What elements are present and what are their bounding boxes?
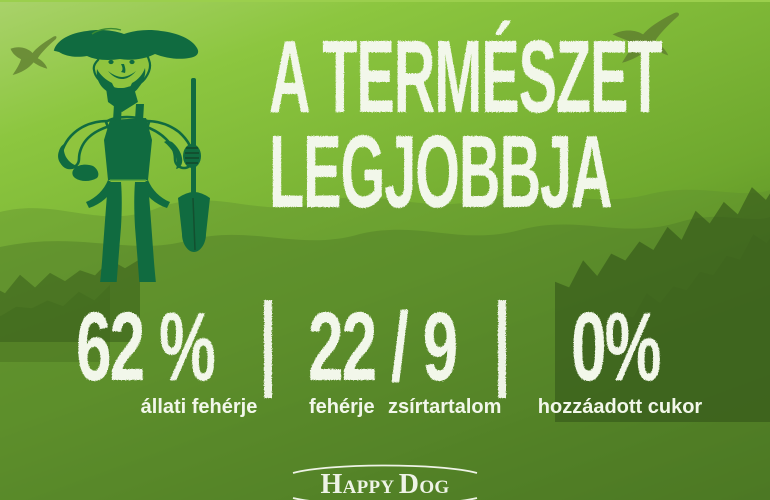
svg-text:HAPPY DOG: HAPPY DOG	[321, 469, 450, 500]
